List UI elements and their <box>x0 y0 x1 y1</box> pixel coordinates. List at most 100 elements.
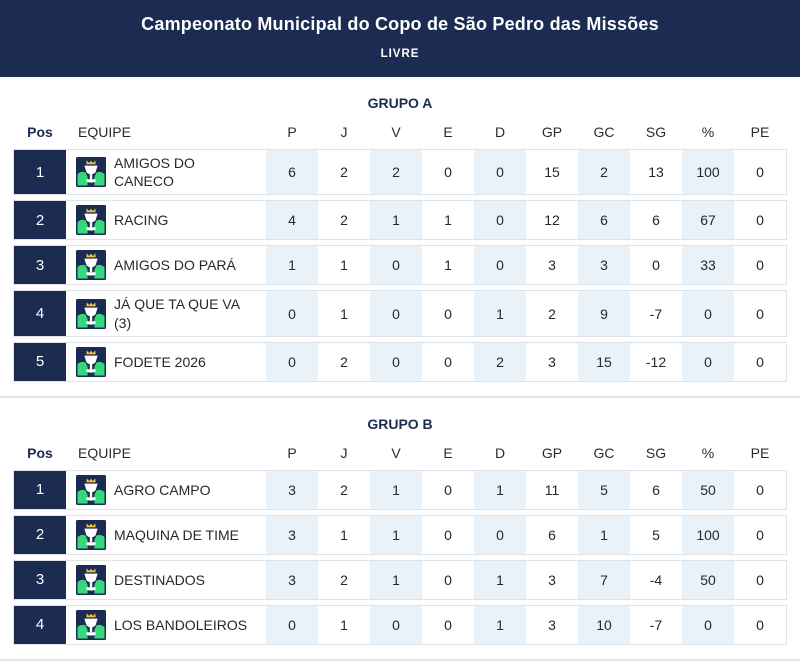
stat-cell-v: 1 <box>370 560 422 599</box>
position-cell: 2 <box>14 515 66 554</box>
stat-cells: 0 1 0 0 1 3 10 -7 0 0 <box>266 605 786 644</box>
column-header-d: D <box>494 444 506 461</box>
stat-cell-pct: 0 <box>682 605 734 644</box>
table-row: 1 AMIGOS DO CANECO 6 2 2 0 0 15 2 13 100 0 <box>13 149 787 196</box>
column-header-e: E <box>443 444 453 461</box>
stat-cell-sg: 0 <box>652 257 660 274</box>
stat-cell-pct: 0 <box>682 291 734 336</box>
stat-cell-gc: 5 <box>578 470 630 509</box>
stat-cell-e: 0 <box>444 305 452 322</box>
table-row: 4 JÁ QUE TA QUE VA (3) 0 1 0 0 1 2 9 -7 0 0 <box>13 290 787 337</box>
stat-cell-v: 1 <box>370 470 422 509</box>
column-header-sg: SG <box>645 444 667 461</box>
stat-cell-v: 0 <box>370 605 422 644</box>
stat-cell-e: 0 <box>444 481 452 498</box>
stat-cell-pe: 0 <box>756 571 764 588</box>
team-badge-icon <box>76 564 106 595</box>
stat-cell-gc: 1 <box>578 515 630 554</box>
column-header-equipe: EQUIPE <box>78 444 131 461</box>
stat-cell-pct: 50 <box>682 470 734 509</box>
stat-cell-gc: 10 <box>578 605 630 644</box>
table-row: 4 LOS BANDOLEIROS 0 1 0 0 1 3 10 -7 0 0 <box>13 604 787 645</box>
stat-cell-gp: 3 <box>548 571 556 588</box>
stat-cell-j: 2 <box>340 212 348 229</box>
stat-cell-e: 1 <box>444 212 452 229</box>
stat-cell-e: 0 <box>444 616 452 633</box>
column-header-pe: PE <box>750 124 770 140</box>
stat-cells: 3 1 1 0 0 6 1 5 100 0 <box>266 515 786 554</box>
stat-cell-pct: 33 <box>682 246 734 285</box>
app-header: Campeonato Municipal do Copo de São Pedr… <box>0 0 800 77</box>
stat-cell-sg: 6 <box>652 481 660 498</box>
stat-cell-d: 1 <box>474 291 526 336</box>
stat-cells: 3 2 1 0 1 3 7 -4 50 0 <box>266 560 786 599</box>
stat-cells: 3 2 1 0 1 11 5 6 50 0 <box>266 470 786 509</box>
stat-cell-d: 1 <box>474 560 526 599</box>
standings-main: GRUPO A Pos EQUIPE P J V E D GP GC SG% PE 1 AMIG… <box>0 77 800 661</box>
stat-cell-d: 2 <box>474 342 526 381</box>
stat-cells: 0 1 0 0 1 2 9 -7 0 0 <box>266 291 786 336</box>
position-cell: 2 <box>14 201 66 240</box>
stat-cell-d: 0 <box>474 515 526 554</box>
team-cell: AGRO CAMPO <box>66 471 266 509</box>
stat-cell-sg: -4 <box>649 571 663 588</box>
stat-cell-gp: 3 <box>548 257 556 274</box>
team-name: AMIGOS DO PARÁ <box>114 257 236 274</box>
stat-cell-pe: 0 <box>756 481 764 498</box>
page-title: Campeonato Municipal do Copo de São Pedr… <box>141 14 659 34</box>
stat-cell-pct: 100 <box>682 515 734 554</box>
column-header-gp: GP <box>541 124 563 140</box>
column-header-pct: % <box>701 444 715 461</box>
stat-cell-gc: 2 <box>578 150 630 195</box>
stat-cell-j: 1 <box>340 526 348 543</box>
stat-cell-p: 3 <box>266 470 318 509</box>
stat-cell-p: 0 <box>266 605 318 644</box>
column-header-e: E <box>443 124 453 140</box>
team-badge-icon <box>76 346 106 377</box>
team-name: LOS BANDOLEIROS <box>114 616 248 633</box>
team-badge-icon <box>76 205 106 236</box>
column-header-pos: Pos <box>27 124 53 140</box>
table-row: 3 DESTINADOS 3 2 1 0 1 3 7 -4 50 0 <box>13 559 787 600</box>
stat-cell-gp: 3 <box>548 616 556 633</box>
stat-cell-gc: 15 <box>578 342 630 381</box>
stat-cell-p: 6 <box>266 150 318 195</box>
position-cell: 5 <box>14 342 66 381</box>
team-name: RACING <box>114 212 169 229</box>
position-cell: 1 <box>14 150 66 195</box>
team-badge-icon <box>76 609 106 640</box>
team-name: AGRO CAMPO <box>114 481 211 498</box>
stat-cell-v: 0 <box>370 291 422 336</box>
stat-cells: 4 2 1 1 0 12 6 6 67 0 <box>266 201 786 240</box>
column-header-gc: GC <box>593 444 615 461</box>
column-header-j: J <box>340 444 348 461</box>
stat-cell-e: 0 <box>444 571 452 588</box>
team-badge-icon <box>76 250 106 281</box>
stat-cell-gc: 9 <box>578 291 630 336</box>
stat-cell-sg: -7 <box>649 616 663 633</box>
team-badge-icon <box>76 157 106 188</box>
column-header-equipe: EQUIPE <box>78 124 131 140</box>
team-badge-icon <box>76 519 106 550</box>
column-header-pct: % <box>701 124 715 140</box>
group-title: GRUPO B <box>367 415 433 432</box>
stat-cell-pct: 50 <box>682 560 734 599</box>
column-header-j: J <box>340 124 348 140</box>
position-cell: 3 <box>14 560 66 599</box>
stat-cell-sg: -12 <box>645 353 667 370</box>
stat-cell-d: 0 <box>474 201 526 240</box>
stat-cell-pe: 0 <box>756 257 764 274</box>
stat-cell-e: 1 <box>444 257 452 274</box>
table-body: 1 AMIGOS DO CANECO 6 2 2 0 0 15 2 13 100 0 2 <box>13 149 787 382</box>
table-header-row: Pos EQUIPE P J V E D GP GC SG% PE <box>13 124 787 140</box>
column-header-v: V <box>391 124 401 140</box>
stat-cell-e: 0 <box>444 164 452 181</box>
stat-cell-p: 4 <box>266 201 318 240</box>
group-section-a: GRUPO A Pos EQUIPE P J V E D GP GC SG% PE 1 AMIG… <box>0 77 800 398</box>
team-name: JÁ QUE TA QUE VA (3) <box>114 296 240 331</box>
column-header-sg: SG <box>645 124 667 140</box>
stat-cell-p: 3 <box>266 515 318 554</box>
stat-cell-d: 1 <box>474 470 526 509</box>
stat-cell-pe: 0 <box>756 616 764 633</box>
stat-cell-pe: 0 <box>756 164 764 181</box>
